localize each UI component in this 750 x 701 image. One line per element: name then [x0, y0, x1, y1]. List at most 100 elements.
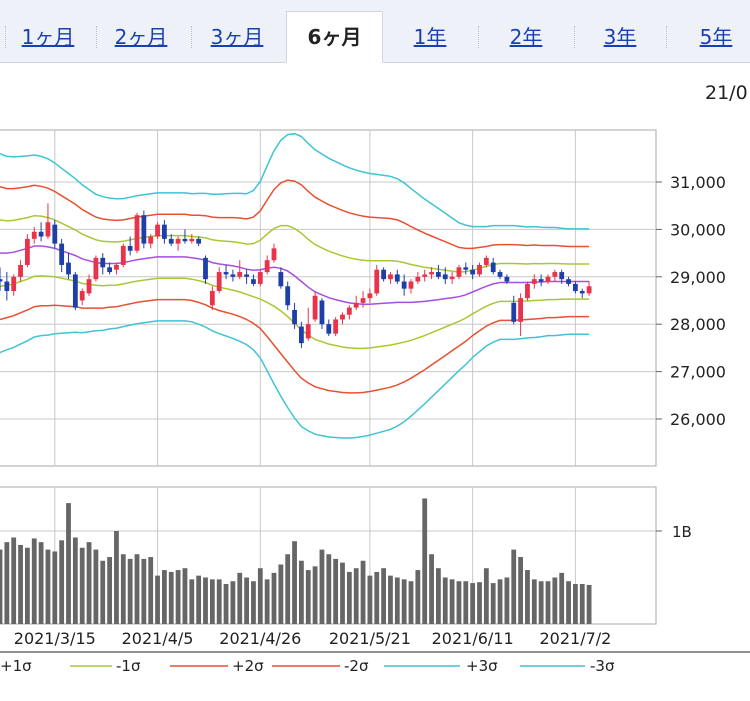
volume-bar	[538, 581, 544, 624]
volume-bar	[319, 549, 325, 624]
candle-body	[374, 269, 380, 294]
volume-bar	[353, 568, 359, 624]
candle-body	[305, 324, 311, 339]
volume-bar	[483, 568, 489, 624]
tab-6-months[interactable]: 6ヶ月	[286, 11, 383, 63]
candle-body	[11, 276, 17, 292]
candle-body	[52, 224, 58, 244]
volume-bar	[182, 568, 188, 624]
candle-body	[196, 238, 202, 244]
volume-bar	[38, 542, 44, 624]
volume-bar	[162, 570, 167, 624]
volume-bar	[86, 542, 92, 624]
volume-bar	[552, 577, 558, 624]
candle-body	[168, 238, 174, 244]
candle-body	[25, 238, 30, 265]
tab-1-year[interactable]: 1年	[413, 25, 447, 49]
candle-body	[209, 291, 215, 306]
tab-3-years[interactable]: 3年	[603, 25, 637, 49]
volume-bar	[470, 583, 476, 624]
volume-bar	[511, 549, 517, 624]
candle-body	[141, 215, 147, 244]
tab-2-months[interactable]: 2ヶ月	[114, 25, 168, 49]
price-tick-label: 30,000	[670, 220, 726, 239]
candle-body	[148, 236, 154, 244]
volume-bar	[367, 575, 373, 624]
candle-body	[401, 281, 407, 289]
candle-body	[264, 260, 270, 273]
volume-bar	[11, 537, 17, 624]
candle-body	[367, 293, 373, 299]
candle-body	[4, 281, 10, 292]
candle-body	[175, 238, 181, 244]
volume-bar	[244, 577, 249, 624]
legend-label: -2σ	[344, 657, 369, 675]
volume-bar	[264, 579, 270, 624]
candle-body	[86, 279, 92, 294]
legend-label: -3σ	[590, 657, 615, 675]
volume-bar	[93, 549, 99, 624]
date-tick-label: 2021/7/2	[539, 629, 611, 648]
candle-body	[93, 257, 99, 280]
tab-2-years[interactable]: 2年	[509, 25, 543, 49]
candle-body	[79, 291, 85, 301]
band-minus-3-sigma	[0, 320, 590, 439]
legend-label: -1σ	[116, 657, 141, 675]
volume-bar	[333, 558, 339, 624]
candle-body	[360, 298, 366, 303]
candle-body	[490, 262, 496, 273]
candle-body	[511, 302, 517, 322]
date-tick-label: 2021/6/11	[432, 629, 514, 648]
volume-bar	[107, 557, 112, 624]
volume-bar	[566, 581, 571, 624]
volume-bar	[374, 571, 380, 624]
volume-bar	[0, 549, 3, 624]
legend-label: +2σ	[232, 657, 264, 675]
tab-5-years[interactable]: 5年	[699, 25, 733, 49]
date-tick-label: 2021/5/21	[329, 629, 411, 648]
candle-body	[223, 272, 229, 275]
candle-body	[237, 272, 243, 277]
volume-bar	[134, 554, 140, 624]
volume-bar	[415, 570, 421, 624]
candle-body	[456, 267, 462, 277]
volume-bar	[401, 579, 407, 624]
volume-bar	[312, 566, 318, 624]
candle-body	[134, 215, 140, 251]
volume-bar	[66, 503, 71, 624]
volume-bar	[168, 571, 174, 624]
candle-body	[271, 248, 277, 261]
volume-bar	[230, 581, 236, 624]
candle-body	[189, 238, 195, 242]
volume-bar	[189, 579, 195, 624]
volume-bar	[18, 544, 23, 624]
volume-bar	[114, 531, 119, 624]
band-minus-2-sigma	[0, 298, 590, 394]
candle-body	[0, 279, 3, 282]
candle-body	[319, 300, 325, 325]
volume-bar	[278, 564, 284, 624]
candle-body	[586, 286, 592, 294]
volume-bar	[449, 579, 455, 624]
volume-bar	[59, 540, 65, 624]
volume-bar	[573, 584, 578, 624]
candle-body	[429, 272, 434, 275]
candle-body	[326, 324, 332, 334]
candle-body	[346, 307, 352, 315]
volume-bar	[394, 577, 400, 624]
volume-bar	[251, 581, 256, 624]
candle-body	[257, 272, 263, 284]
candle-body	[230, 274, 236, 277]
volume-bar	[196, 575, 202, 624]
tab-1-month[interactable]: 1ヶ月	[21, 25, 75, 49]
candle-body	[114, 264, 119, 270]
candle-body	[244, 274, 249, 277]
band-plus-3-sigma	[0, 132, 590, 230]
candle-body	[45, 222, 51, 237]
candle-body	[463, 267, 469, 270]
tab-3-months[interactable]: 3ヶ月	[210, 25, 264, 49]
tab-separator	[478, 26, 479, 48]
volume-bar	[292, 541, 297, 624]
candle-body	[312, 295, 318, 320]
